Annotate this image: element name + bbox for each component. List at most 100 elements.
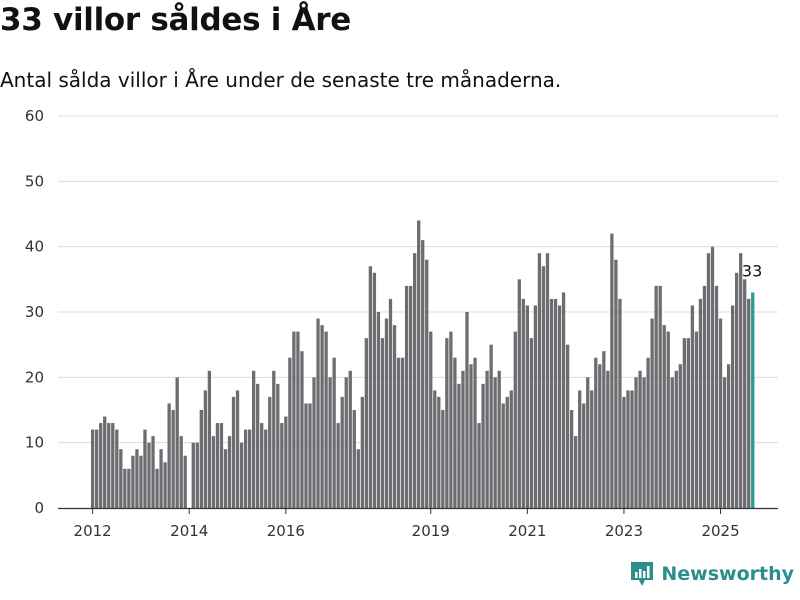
bar — [207, 370, 212, 508]
bar — [247, 429, 252, 508]
bar — [308, 403, 312, 508]
bar — [360, 396, 364, 508]
y-tick-label: 0 — [34, 499, 44, 517]
bar — [469, 364, 473, 508]
bar — [139, 455, 143, 508]
bar — [730, 305, 735, 508]
bar — [223, 449, 228, 508]
bar — [268, 396, 272, 508]
bar — [618, 298, 622, 508]
bar — [726, 364, 731, 508]
bar — [316, 318, 320, 508]
bar — [243, 429, 248, 508]
bar — [626, 390, 630, 508]
chart-title: 33 villor såldes i Åre — [0, 2, 351, 38]
bar — [296, 331, 300, 508]
bar — [111, 423, 115, 508]
x-tick-label: 2016 — [267, 522, 305, 540]
brand-logo[interactable]: Newsworthy — [629, 560, 794, 588]
bar — [634, 377, 638, 508]
bar — [195, 442, 199, 508]
bar — [155, 468, 159, 508]
chart-subtitle: Antal sålda villor i Åre under de senast… — [0, 68, 562, 92]
bar — [235, 390, 240, 508]
bar — [336, 423, 340, 508]
bar — [453, 357, 457, 508]
bar — [396, 357, 401, 508]
bar — [384, 318, 389, 508]
y-tick-label: 50 — [25, 172, 44, 190]
y-tick-label: 20 — [25, 368, 44, 386]
bar — [565, 344, 570, 508]
bar — [574, 436, 578, 508]
bar — [505, 396, 509, 508]
latest-value-label: 33 — [742, 261, 762, 280]
bar — [590, 390, 594, 508]
bar — [179, 436, 183, 508]
bar — [549, 298, 554, 508]
bar — [284, 416, 288, 508]
bar — [380, 338, 385, 508]
bar — [356, 449, 360, 508]
bar — [276, 383, 280, 508]
bar — [231, 396, 236, 508]
bar — [622, 396, 626, 508]
bar — [557, 305, 562, 508]
bar — [501, 403, 505, 508]
bar — [376, 312, 381, 508]
bar — [654, 285, 658, 508]
bar — [368, 266, 373, 508]
bar — [119, 449, 123, 508]
bar — [509, 390, 513, 508]
bar — [694, 331, 699, 508]
bar — [433, 390, 437, 508]
bar — [658, 285, 662, 508]
y-tick-label: 40 — [25, 238, 44, 256]
bar — [239, 442, 244, 508]
bar — [151, 436, 155, 508]
bars — [91, 220, 755, 509]
bar — [280, 423, 284, 508]
bar — [545, 253, 550, 508]
x-tick-label: 2019 — [412, 522, 450, 540]
y-axis-ticks: 0 10 20 30 40 50 60 — [25, 107, 44, 517]
bar — [598, 364, 602, 508]
bar — [489, 344, 493, 508]
bar — [115, 429, 119, 508]
bar — [533, 305, 538, 508]
bar — [175, 377, 179, 508]
bar — [332, 357, 336, 508]
bar — [602, 351, 606, 508]
bar — [670, 377, 674, 508]
bar — [147, 442, 151, 508]
bar — [103, 416, 107, 508]
bar — [722, 377, 727, 508]
bar — [594, 357, 598, 508]
bar — [123, 468, 127, 508]
bar — [215, 423, 220, 508]
bar — [99, 423, 103, 508]
bar-latest — [751, 292, 755, 508]
bar — [517, 279, 521, 508]
bar — [95, 429, 99, 508]
bar — [690, 305, 695, 508]
bar — [578, 390, 582, 508]
x-axis-ticks: 2012 2014 2016 2019 2021 2023 2025 — [74, 508, 740, 540]
bar — [437, 396, 441, 508]
y-tick-label: 30 — [25, 303, 44, 321]
bar — [344, 377, 348, 508]
bar — [408, 285, 413, 508]
bar — [569, 410, 574, 508]
bar — [348, 370, 352, 508]
bar — [256, 383, 260, 508]
bar — [473, 357, 477, 508]
bar — [159, 449, 163, 508]
bar — [388, 298, 393, 508]
bar — [638, 370, 642, 508]
bar — [485, 370, 489, 508]
bar — [497, 370, 501, 508]
bar — [606, 370, 610, 508]
bar — [400, 357, 405, 508]
bar — [630, 390, 634, 508]
